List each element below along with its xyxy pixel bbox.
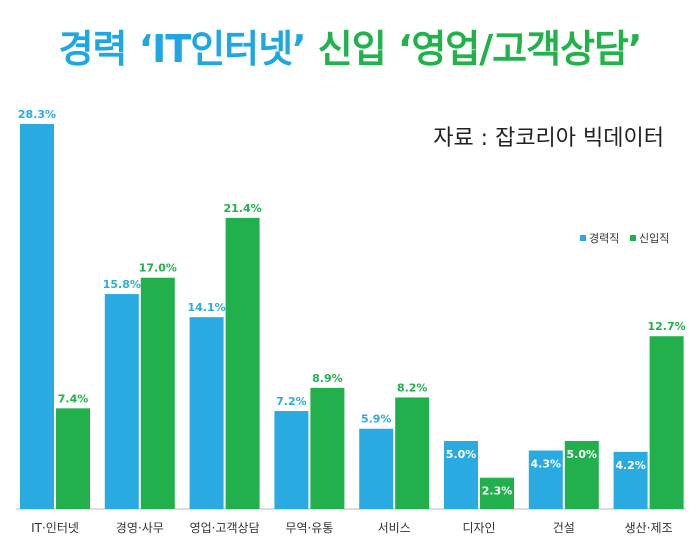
legend-label-new: 신입직 [639, 232, 669, 245]
bar-career-5 [444, 440, 478, 509]
chart-title: 경력 ‘IT인터넷’ 신입 ‘영업/고객상담’ [0, 18, 700, 73]
bar-career-4 [359, 428, 394, 509]
category-label-0: IT·인터넷 [31, 521, 79, 535]
bar-career-6 [528, 450, 563, 509]
bar-new-7 [649, 336, 684, 509]
bar-career-2 [189, 317, 224, 509]
value-label-career-0: 28.3% [18, 108, 56, 121]
value-label-new-3: 8.9% [312, 372, 343, 385]
category-label-2: 영업·고객상담 [190, 521, 260, 535]
value-label-career-2: 14.1% [188, 301, 226, 314]
category-label-1: 경영·사무 [116, 521, 164, 535]
value-label-career-7: 4.2% [615, 459, 646, 472]
bar-new-0 [56, 408, 90, 509]
legend-label-career: 경력직 [589, 232, 619, 245]
bar-new-3 [310, 387, 345, 509]
category-label-5: 디자인 [462, 521, 495, 535]
category-label-6: 건설 [553, 521, 575, 535]
bar-career-3 [274, 411, 309, 509]
value-label-career-3: 7.2% [276, 395, 307, 408]
title-career: 경력 ‘IT인터넷’ [58, 27, 307, 71]
bar-career-1 [104, 294, 139, 509]
value-label-career-6: 4.3% [531, 458, 562, 471]
bar-new-6 [564, 440, 599, 509]
source-note: 자료 : 잡코리아 빅데이터 [433, 126, 664, 151]
value-label-new-0: 7.4% [58, 392, 89, 405]
value-label-new-1: 17.0% [139, 262, 177, 275]
legend-swatch-new [630, 235, 636, 241]
bar-new-2 [225, 217, 260, 509]
category-label-7: 생산·제조 [625, 521, 673, 535]
value-label-new-6: 5.0% [567, 448, 598, 461]
value-label-career-1: 15.8% [103, 278, 141, 291]
value-label-new-4: 8.2% [397, 381, 428, 394]
category-label-4: 서비스 [378, 521, 411, 535]
value-label-new-7: 12.7% [648, 320, 686, 333]
value-label-career-4: 5.9% [361, 413, 392, 426]
bar-career-0 [20, 124, 54, 509]
value-label-new-2: 21.4% [224, 202, 262, 215]
legend-swatch-career [580, 235, 586, 241]
bars-group: 28.3% 7.4% IT·인터넷 15.8% 17.0% 경영·사무 14.1% 21.4%… [18, 108, 686, 535]
legend: 경력직 신입직 [580, 232, 669, 245]
title-new: 신입 ‘영업/고객상담’ [317, 27, 643, 71]
value-label-new-5: 2.3% [482, 485, 513, 498]
bar-career-7 [613, 451, 648, 509]
bar-new-4 [395, 397, 430, 509]
bar-new-5 [480, 477, 514, 509]
bar-new-1 [140, 277, 175, 509]
category-label-3: 무역·유통 [285, 521, 333, 535]
value-label-career-5: 5.0% [446, 448, 477, 461]
